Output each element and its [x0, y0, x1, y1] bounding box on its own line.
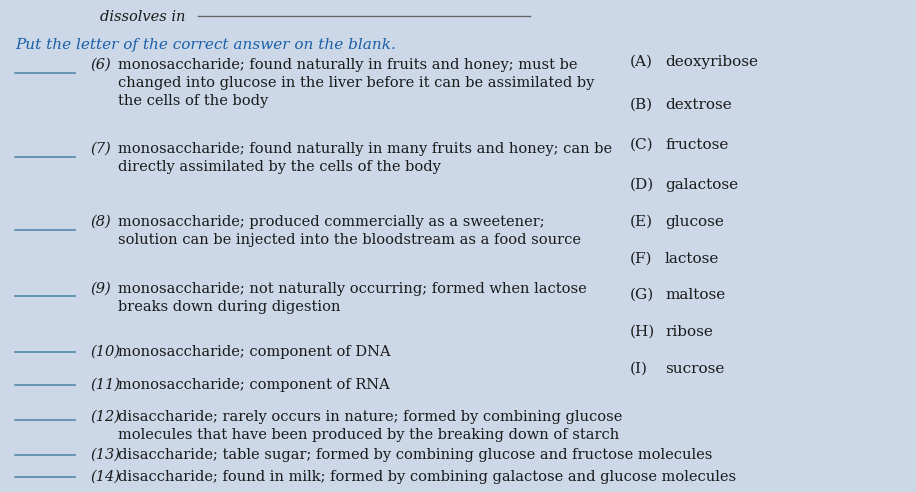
Text: (C): (C) [630, 138, 654, 152]
Text: deoxyribose: deoxyribose [665, 55, 758, 69]
Text: ribose: ribose [665, 325, 713, 339]
Text: (8): (8) [90, 215, 111, 229]
Text: (13): (13) [90, 448, 120, 462]
Text: maltose: maltose [665, 288, 725, 302]
Text: glucose: glucose [665, 215, 724, 229]
Text: monosaccharide; component of DNA: monosaccharide; component of DNA [118, 345, 390, 359]
Text: (D): (D) [630, 178, 654, 192]
Text: (F): (F) [630, 252, 652, 266]
Text: dextrose: dextrose [665, 98, 732, 112]
Text: (G): (G) [630, 288, 654, 302]
Text: (I): (I) [630, 362, 648, 376]
Text: monosaccharide; found naturally in many fruits and honey; can be
directly assimi: monosaccharide; found naturally in many … [118, 142, 612, 174]
Text: sucrose: sucrose [665, 362, 725, 376]
Text: (H): (H) [630, 325, 655, 339]
Text: monosaccharide; found naturally in fruits and honey; must be
changed into glucos: monosaccharide; found naturally in fruit… [118, 58, 594, 108]
Text: disaccharide; table sugar; formed by combining glucose and fructose molecules: disaccharide; table sugar; formed by com… [118, 448, 713, 462]
Text: (9): (9) [90, 282, 111, 296]
Text: disaccharide; rarely occurs in nature; formed by combining glucose
molecules tha: disaccharide; rarely occurs in nature; f… [118, 410, 622, 442]
Text: (E): (E) [630, 215, 653, 229]
Text: (A): (A) [630, 55, 653, 69]
Text: (10): (10) [90, 345, 120, 359]
Text: Put the letter of the correct answer on the blank.: Put the letter of the correct answer on … [15, 38, 396, 52]
Text: lactose: lactose [665, 252, 719, 266]
Text: disaccharide; found in milk; formed by combining galactose and glucose molecules: disaccharide; found in milk; formed by c… [118, 470, 736, 484]
Text: (6): (6) [90, 58, 111, 72]
Text: (B): (B) [630, 98, 653, 112]
Text: fructose: fructose [665, 138, 728, 152]
Text: galactose: galactose [665, 178, 738, 192]
Text: (11): (11) [90, 378, 120, 392]
Text: (12): (12) [90, 410, 120, 424]
Text: monosaccharide; produced commercially as a sweetener;
solution can be injected i: monosaccharide; produced commercially as… [118, 215, 581, 247]
Text: dissolves in: dissolves in [100, 10, 185, 24]
Text: (7): (7) [90, 142, 111, 156]
Text: monosaccharide; not naturally occurring; formed when lactose
breaks down during : monosaccharide; not naturally occurring;… [118, 282, 587, 314]
Text: monosaccharide; component of RNA: monosaccharide; component of RNA [118, 378, 389, 392]
Text: (14): (14) [90, 470, 120, 484]
